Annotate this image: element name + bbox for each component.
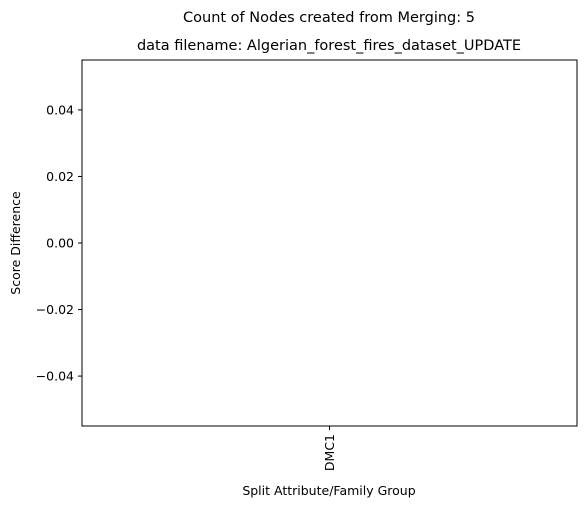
y-tick-label: −0.04 <box>36 369 74 384</box>
y-tick-label: −0.02 <box>36 302 74 317</box>
y-tick-label: 0.02 <box>46 169 74 184</box>
x-tick-label: DMC1 <box>322 434 337 471</box>
y-tick-label: 0.04 <box>46 102 74 117</box>
axes-frame <box>81 59 578 427</box>
y-tick-label: 0.00 <box>46 236 74 251</box>
chart-suptitle: Count of Nodes created from Merging: 5 <box>183 10 475 26</box>
chart-title: data filename: Algerian_forest_fires_dat… <box>137 38 521 54</box>
y-axis-label: Score Difference <box>8 191 23 295</box>
plot-area: −0.04 −0.02 0.00 0.02 0.04 DMC1 <box>36 102 337 471</box>
x-axis-label: Split Attribute/Family Group <box>242 483 415 498</box>
